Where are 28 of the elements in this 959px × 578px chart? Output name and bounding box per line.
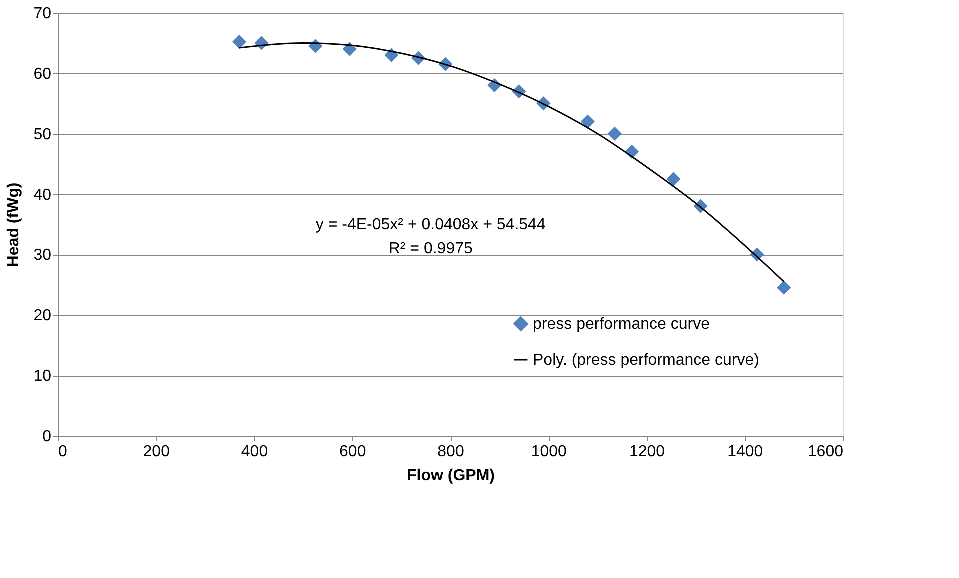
x-tick-label: 1000 (531, 444, 568, 460)
y-tick-label: 30 (34, 247, 52, 264)
x-tick-label: 200 (143, 444, 170, 460)
x-tick-label: 1200 (629, 444, 666, 460)
point (608, 126, 622, 141)
point (580, 114, 595, 129)
x-tick-label: 1600 (808, 444, 844, 460)
y-tick-label: 40 (34, 186, 52, 204)
y-tick-label: 0 (42, 428, 52, 446)
y-tick-label: 70 (34, 6, 52, 22)
x-tick-label: 800 (438, 444, 464, 460)
y-tick-label: 20 (34, 308, 52, 325)
point (232, 34, 247, 50)
legend-label: press performance curve (533, 316, 710, 333)
x-axis-title: Flow (GPM) (407, 468, 495, 484)
y-tick-label: 10 (34, 368, 52, 386)
y-axis-title: Head (fWg) (6, 182, 23, 268)
point (666, 172, 681, 186)
annotation: R² = 0.9975 (388, 240, 473, 258)
y-tick-label: 50 (34, 126, 52, 144)
x-tick-label: 0 (58, 444, 68, 460)
x-tick-label: 400 (241, 444, 268, 460)
point (777, 280, 792, 296)
legend-label: Poly. (press performance curve) (533, 352, 760, 369)
x-tick-label: 1400 (728, 444, 764, 460)
y-tick-label: 60 (34, 66, 52, 83)
x-tick-label: 600 (340, 444, 366, 460)
annotation: y = -4E-05x² + 0.0408x + 54.544 (316, 216, 546, 234)
